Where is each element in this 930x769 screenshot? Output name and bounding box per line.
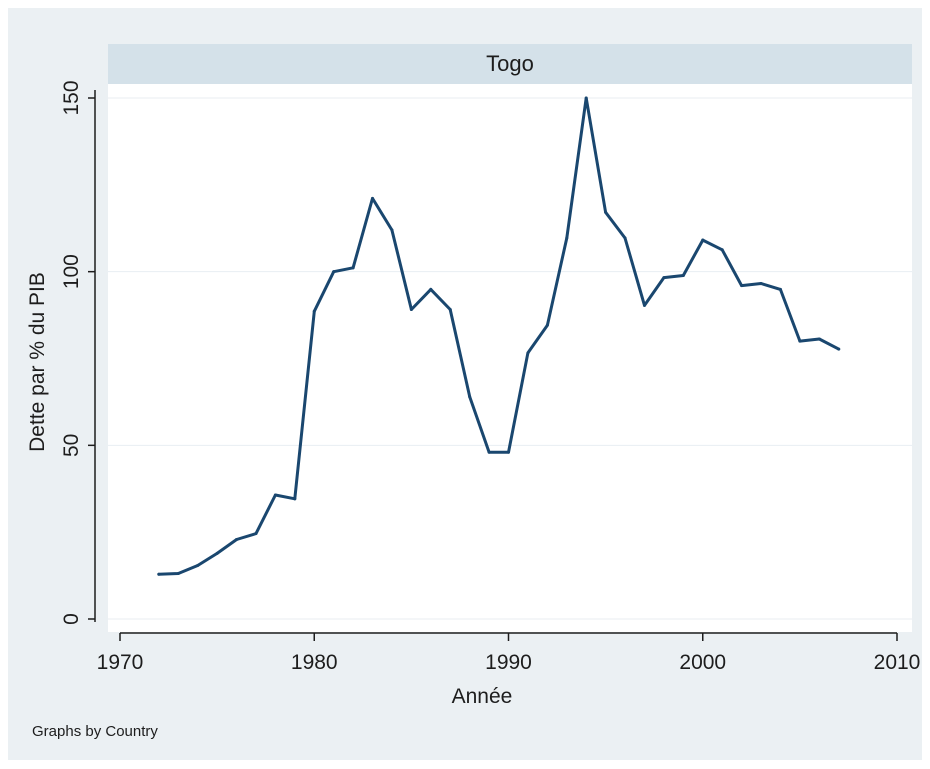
data-point: [623, 236, 627, 240]
data-point: [681, 273, 685, 277]
data-point: [409, 308, 413, 312]
data-point: [720, 248, 724, 252]
data-point: [312, 309, 316, 313]
x-tick-label: 1980: [291, 651, 338, 674]
data-point: [642, 303, 646, 307]
x-tick-label: 2000: [679, 651, 726, 674]
data-point: [468, 395, 472, 399]
plot-panel: [108, 84, 912, 632]
data-point: [565, 236, 569, 240]
data-point: [371, 196, 375, 200]
data-point: [798, 339, 802, 343]
x-axis-ticks: 1970 1980 1990 2000 2010: [97, 633, 921, 674]
data-point: [157, 572, 161, 576]
data-point: [701, 238, 705, 242]
data-point: [351, 266, 355, 270]
x-axis-label: Année: [452, 685, 513, 708]
data-point: [390, 228, 394, 232]
data-point: [254, 532, 258, 536]
data-point: [817, 337, 821, 341]
data-point: [429, 287, 433, 291]
y-tick-label: 100: [60, 254, 83, 289]
data-point: [507, 450, 510, 454]
data-point: [196, 564, 200, 568]
data-point: [332, 270, 336, 274]
data-point: [545, 323, 549, 327]
y-tick-label: 150: [60, 80, 83, 115]
gridlines: [108, 97, 912, 620]
graph-note: Graphs by Country: [32, 723, 158, 740]
data-point: [293, 497, 297, 501]
chart-title: Togo: [486, 51, 534, 76]
data-point: [273, 493, 277, 497]
data-point: [604, 210, 608, 214]
data-point: [235, 537, 239, 541]
data-point: [759, 281, 763, 285]
data-point: [526, 351, 530, 355]
y-tick-label: 50: [60, 434, 83, 457]
data-points: [157, 96, 841, 576]
x-tick-label: 2010: [874, 651, 921, 674]
y-axis-label: Dette par % du PIB: [26, 272, 49, 452]
y-axis-ticks: 0 50 100 150: [60, 80, 95, 625]
data-point: [448, 308, 452, 312]
data-point: [740, 284, 744, 288]
data-point: [778, 287, 782, 291]
data-point: [176, 571, 180, 575]
data-point: [837, 347, 841, 351]
series-line: [157, 96, 841, 576]
x-tick-label: 1970: [97, 651, 144, 674]
data-point: [215, 551, 219, 555]
data-point: [662, 276, 666, 280]
x-tick-label: 1990: [485, 651, 532, 674]
y-tick-label: 0: [60, 613, 83, 625]
data-point: [487, 450, 491, 454]
data-point: [584, 96, 588, 100]
title-strip: [108, 44, 912, 84]
